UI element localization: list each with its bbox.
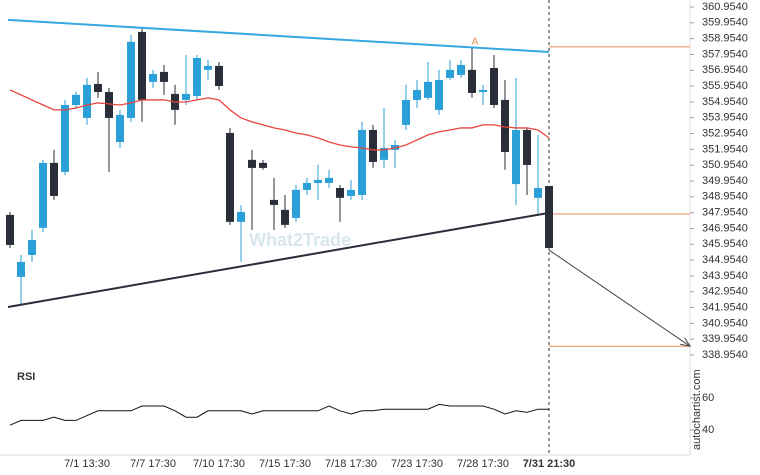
y-tick-label: 343.9540	[702, 270, 748, 282]
watermark: What2Trade	[249, 230, 351, 250]
y-tick-label: 354.9540	[702, 96, 748, 108]
candle-body	[380, 148, 388, 160]
candle-body	[39, 162, 47, 228]
candle-body	[314, 179, 322, 183]
x-tick-label: 7/23 17:30	[391, 458, 443, 470]
candle-body	[182, 93, 190, 100]
y-tick-label: 352.9540	[702, 127, 748, 139]
source: autochartist.com	[691, 369, 703, 450]
x-tick-label: 7/18 17:30	[325, 458, 377, 470]
y-tick-label: 356.9540	[702, 64, 748, 76]
candle-body	[215, 65, 223, 86]
x-tick-label: 7/10 17:30	[193, 458, 245, 470]
candle-body	[336, 188, 344, 198]
y-tick-label: 346.9540	[702, 222, 748, 234]
moving-average	[9, 89, 550, 151]
candle-body	[17, 261, 25, 277]
candle-body	[413, 89, 421, 100]
candle-body	[369, 129, 377, 162]
resistance-line	[7, 18, 550, 53]
candle-body	[468, 69, 476, 93]
candle-body	[534, 188, 542, 198]
y-tick-label: 339.9540	[702, 333, 748, 345]
candle-body	[105, 92, 113, 118]
candle-body	[138, 31, 146, 100]
arrow-head	[680, 337, 692, 347]
candle-body	[50, 162, 58, 196]
candle-body	[512, 129, 520, 185]
candle-body	[424, 81, 432, 98]
x-tick-label: 7/7 17:30	[130, 458, 176, 470]
y-tick-label: 342.9540	[702, 286, 748, 298]
annotation: A	[472, 37, 479, 48]
y-tick-label: 349.9540	[702, 175, 748, 187]
candle-body	[325, 177, 333, 183]
candle-body	[116, 114, 124, 142]
candle-body	[226, 132, 234, 222]
x-tick-label: 7/1 13:30	[64, 458, 110, 470]
y-tick-label: 360.9540	[702, 1, 748, 13]
y-tick-label: 351.9540	[702, 143, 748, 155]
y-tick-label: 359.9540	[702, 17, 748, 29]
candle-body	[149, 73, 157, 82]
candle-body	[523, 129, 531, 165]
y-tick-label: 355.9540	[702, 80, 748, 92]
candle-body	[72, 94, 80, 105]
rsi-title: RSI	[17, 371, 35, 383]
y-tick-label: 338.9540	[702, 349, 748, 361]
forecast-arrow	[548, 249, 691, 347]
y-tick-label: 345.9540	[702, 238, 748, 250]
candle-body	[402, 99, 410, 125]
y-tick-label: 350.9540	[702, 159, 748, 171]
candle-body	[248, 159, 256, 168]
y-tick-label: 340.9540	[702, 317, 748, 329]
candle-body	[446, 69, 454, 78]
candle-body	[303, 182, 311, 190]
y-tick-label: 358.9540	[702, 33, 748, 45]
candle-body	[347, 189, 355, 196]
candle-body	[61, 104, 69, 172]
y-tick-label: 348.9540	[702, 191, 748, 203]
candle-body	[259, 162, 267, 168]
x-tick-label: 7/31 21:30	[523, 458, 576, 470]
candle-body	[28, 239, 36, 255]
candle-body	[435, 79, 443, 110]
y-tick-label: 341.9540	[702, 301, 748, 313]
x-tick-label: 7/15 17:30	[259, 458, 311, 470]
rsi-line	[9, 403, 549, 426]
y-tick-label: 344.9540	[702, 254, 748, 266]
candle-body	[193, 57, 201, 96]
candle-body	[204, 65, 212, 70]
rsi-tick-label: 40	[702, 424, 714, 436]
candle-body	[490, 67, 498, 105]
y-tick-label: 353.9540	[702, 112, 748, 124]
candle-body	[358, 129, 366, 195]
candle-body	[479, 89, 487, 93]
y-tick-label: 347.9540	[702, 207, 748, 219]
candle-body	[160, 71, 168, 82]
candle-body	[94, 83, 102, 93]
candle-body	[457, 64, 465, 75]
candle-body	[127, 41, 135, 118]
support-line	[7, 211, 550, 308]
candle-body	[6, 214, 14, 245]
candle-body	[270, 199, 278, 205]
candle-body	[545, 185, 553, 248]
candle-body	[83, 84, 91, 118]
candle-body	[292, 189, 300, 218]
rsi-tick-label: 60	[702, 392, 714, 404]
candle-body	[281, 209, 289, 225]
y-tick-label: 357.9540	[702, 48, 748, 60]
candle-body	[501, 99, 509, 152]
candle-body	[237, 211, 245, 222]
x-tick-label: 7/28 17:30	[457, 458, 509, 470]
